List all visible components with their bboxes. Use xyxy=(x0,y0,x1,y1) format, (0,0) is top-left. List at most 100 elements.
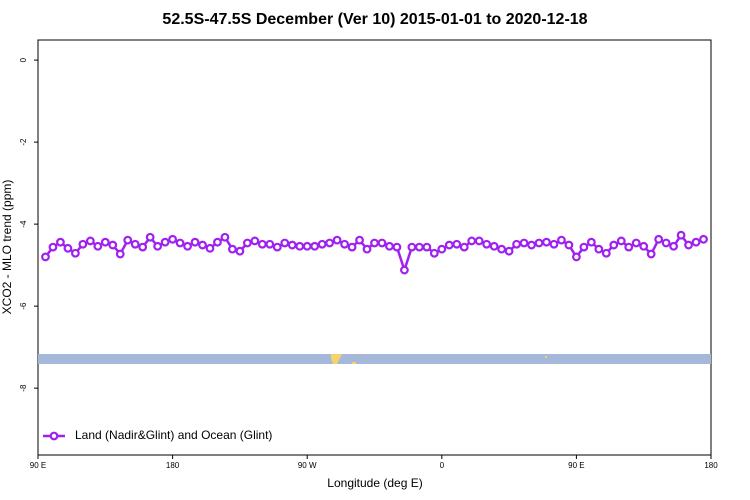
data-point xyxy=(340,239,349,249)
data-point xyxy=(444,240,454,250)
data-point xyxy=(257,239,267,249)
data-point xyxy=(183,241,192,251)
data-point xyxy=(220,232,230,242)
land-patch xyxy=(331,354,342,364)
data-point xyxy=(452,239,462,249)
data-point xyxy=(564,240,574,250)
data-point xyxy=(160,237,170,247)
data-point xyxy=(400,265,409,275)
data-point xyxy=(175,238,185,248)
data-point xyxy=(63,243,73,253)
data-point xyxy=(138,242,148,252)
data-point xyxy=(48,242,58,252)
data-point xyxy=(295,241,305,251)
data-point xyxy=(168,234,178,244)
data-point xyxy=(579,242,589,252)
data-point xyxy=(190,237,200,247)
x-tick-label: 0 xyxy=(440,461,445,470)
data-point xyxy=(85,236,95,246)
data-point xyxy=(684,240,693,250)
data-point xyxy=(639,241,649,251)
data-point xyxy=(654,234,664,244)
data-point xyxy=(213,237,222,247)
data-point xyxy=(482,239,492,249)
data-point xyxy=(609,240,619,250)
x-tick-label: 180 xyxy=(704,461,718,470)
data-point xyxy=(631,238,641,248)
x-tick-label: 90 E xyxy=(568,461,584,470)
data-point xyxy=(594,244,604,254)
data-point xyxy=(586,237,596,247)
data-point xyxy=(392,242,402,252)
data-point xyxy=(242,238,252,248)
data-point xyxy=(474,236,484,246)
data-point xyxy=(108,240,118,250)
data-point xyxy=(310,241,320,251)
land-patch xyxy=(352,362,356,364)
data-point xyxy=(235,246,245,256)
data-point xyxy=(437,244,447,254)
data-point xyxy=(250,236,260,246)
data-point xyxy=(557,235,566,245)
data-point xyxy=(100,237,110,247)
y-tick-label: 0 xyxy=(19,57,28,62)
data-point xyxy=(407,242,417,252)
data-point xyxy=(646,249,656,259)
data-point xyxy=(414,242,424,252)
x-tick-label: 90 W xyxy=(298,461,317,470)
data-point xyxy=(601,248,611,258)
data-point xyxy=(616,236,626,246)
data-point xyxy=(347,242,357,252)
data-point xyxy=(504,246,514,256)
data-point xyxy=(467,236,477,246)
data-point xyxy=(624,242,634,252)
data-point xyxy=(228,244,237,254)
data-point xyxy=(385,241,394,251)
data-point xyxy=(572,252,581,262)
y-tick-label: -2 xyxy=(19,138,28,146)
data-point xyxy=(699,234,708,244)
y-tick-label: -8 xyxy=(19,384,28,392)
data-point xyxy=(56,237,65,247)
data-point xyxy=(70,248,80,258)
chart-title: 52.5S-47.5S December (Ver 10) 2015-01-01… xyxy=(162,11,587,28)
data-point xyxy=(130,239,140,249)
data-point xyxy=(123,235,133,245)
data-point xyxy=(676,230,686,240)
surface-band xyxy=(38,354,711,364)
plot-frame xyxy=(37,39,712,456)
x-axis-label: Longitude (deg E) xyxy=(327,476,422,490)
legend-label: Land (Nadir&Glint) and Ocean (Glint) xyxy=(75,428,272,442)
y-tick-label: -4 xyxy=(19,220,28,228)
data-point xyxy=(317,239,327,249)
data-point xyxy=(542,237,551,247)
data-point xyxy=(332,235,342,245)
x-tick-label: 90 E xyxy=(30,461,46,470)
data-point xyxy=(302,241,312,251)
data-point xyxy=(549,239,559,249)
y-axis-label: XCO2 - MLO trend (ppm) xyxy=(0,180,14,315)
data-point xyxy=(429,248,439,258)
data-point xyxy=(205,243,215,253)
legend-marker xyxy=(49,431,59,441)
data-point xyxy=(691,237,701,247)
data-point xyxy=(497,244,507,254)
data-point xyxy=(362,244,372,254)
data-point xyxy=(512,239,521,249)
data-point xyxy=(198,240,207,250)
data-point xyxy=(145,232,155,242)
data-point xyxy=(422,242,432,252)
y-tick-label: -6 xyxy=(19,302,28,310)
data-point xyxy=(355,235,364,245)
data-point xyxy=(115,249,125,259)
data-point xyxy=(78,239,88,249)
land-patch xyxy=(545,356,547,358)
data-point xyxy=(527,240,536,250)
data-point xyxy=(489,241,499,251)
data-point xyxy=(519,238,529,248)
data-point xyxy=(325,238,335,248)
data-point xyxy=(661,238,671,248)
data-point xyxy=(377,238,387,248)
data-point xyxy=(669,241,679,251)
